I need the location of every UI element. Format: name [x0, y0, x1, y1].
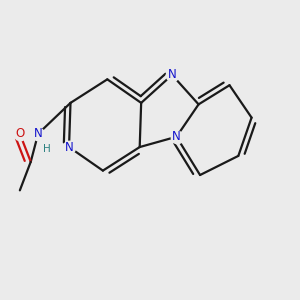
- Text: H: H: [43, 143, 51, 154]
- Text: O: O: [15, 127, 25, 140]
- Text: N: N: [65, 141, 74, 154]
- Text: N: N: [172, 130, 181, 143]
- Text: N: N: [34, 127, 43, 140]
- Text: N: N: [168, 68, 176, 81]
